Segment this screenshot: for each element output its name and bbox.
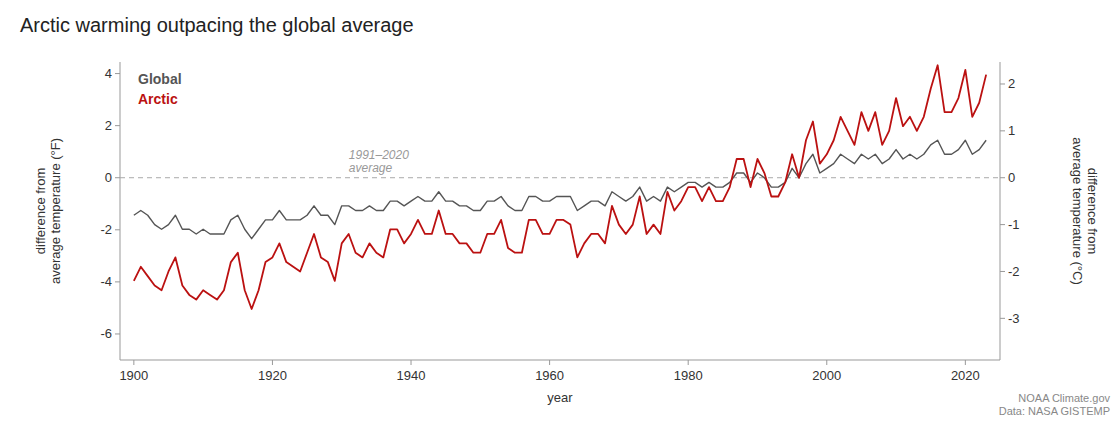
y2-tick-label: -3 — [1008, 311, 1020, 326]
y-axis-label-line: difference from — [33, 168, 48, 254]
y2-tick-label: -2 — [1008, 264, 1020, 279]
annotation-line: 1991–2020 — [349, 148, 409, 162]
background — [0, 0, 1120, 425]
y-tick-label: 4 — [105, 66, 112, 81]
y-tick-label: 2 — [105, 118, 112, 133]
annotation: 1991–2020average — [349, 148, 409, 175]
title: Arctic warming outpacing the global aver… — [20, 14, 414, 36]
x-tick — [411, 360, 412, 365]
x-axis-line — [120, 360, 1000, 361]
x-tick-label: 1900 — [119, 368, 148, 383]
series-line — [134, 65, 986, 309]
y-tick — [115, 125, 120, 126]
series-label: Global — [138, 71, 182, 87]
chart: Arctic warming outpacing the global aver… — [0, 0, 1120, 425]
y-tick — [115, 333, 120, 334]
series-label: Arctic — [138, 91, 178, 107]
y2-tick-label: 2 — [1008, 76, 1015, 91]
y-axis-label-line: average temperature (°F) — [48, 138, 63, 284]
y-tick — [115, 281, 120, 282]
y-tick-label: 0 — [105, 170, 112, 185]
x-tick — [965, 360, 966, 365]
plot-area — [120, 65, 1000, 309]
y-axis-line — [120, 62, 121, 360]
y2-axis-label: difference fromaverage temperature (°C) — [1070, 137, 1100, 285]
y-tick-label: -4 — [100, 274, 112, 289]
y2-tick — [1000, 318, 1005, 319]
y-axis-label: difference fromaverage temperature (°F) — [33, 138, 63, 284]
source: NOAA Climate.govData: NASA GISTEMP — [999, 392, 1111, 417]
x-tick-label: 1980 — [674, 368, 703, 383]
reference-line — [120, 177, 1000, 178]
y2-axis-label-line: average temperature (°C) — [1070, 137, 1085, 285]
y2-tick — [1000, 83, 1005, 84]
y-tick — [115, 73, 120, 74]
y-tick — [115, 229, 120, 230]
y-tick-label: -2 — [100, 222, 112, 237]
series-line — [134, 140, 986, 238]
x-tick — [688, 360, 689, 365]
y2-tick — [1000, 224, 1005, 225]
x-tick-label: 1960 — [535, 368, 564, 383]
x-tick-label: 1920 — [258, 368, 287, 383]
y2-tick-label: 0 — [1008, 170, 1015, 185]
y2-tick — [1000, 130, 1005, 131]
y2-tick-label: -1 — [1008, 217, 1020, 232]
x-tick — [826, 360, 827, 365]
x-tick-label: 1940 — [397, 368, 426, 383]
y2-tick — [1000, 271, 1005, 272]
y2-axis-label-line: difference from — [1085, 168, 1100, 254]
annotation-line: average — [349, 161, 393, 175]
y-tick — [115, 177, 120, 178]
y-tick-label: -6 — [100, 326, 112, 341]
x-axis-label: year — [547, 390, 573, 405]
y2-tick — [1000, 177, 1005, 178]
x-tick-label: 2020 — [951, 368, 980, 383]
source-line: NOAA Climate.gov — [1018, 392, 1110, 404]
source-line: Data: NASA GISTEMP — [999, 405, 1110, 417]
y2-axis-line — [1000, 62, 1001, 360]
y2-tick-label: 1 — [1008, 123, 1015, 138]
x-tick — [549, 360, 550, 365]
x-tick — [133, 360, 134, 365]
x-tick — [272, 360, 273, 365]
x-tick-label: 2000 — [812, 368, 841, 383]
